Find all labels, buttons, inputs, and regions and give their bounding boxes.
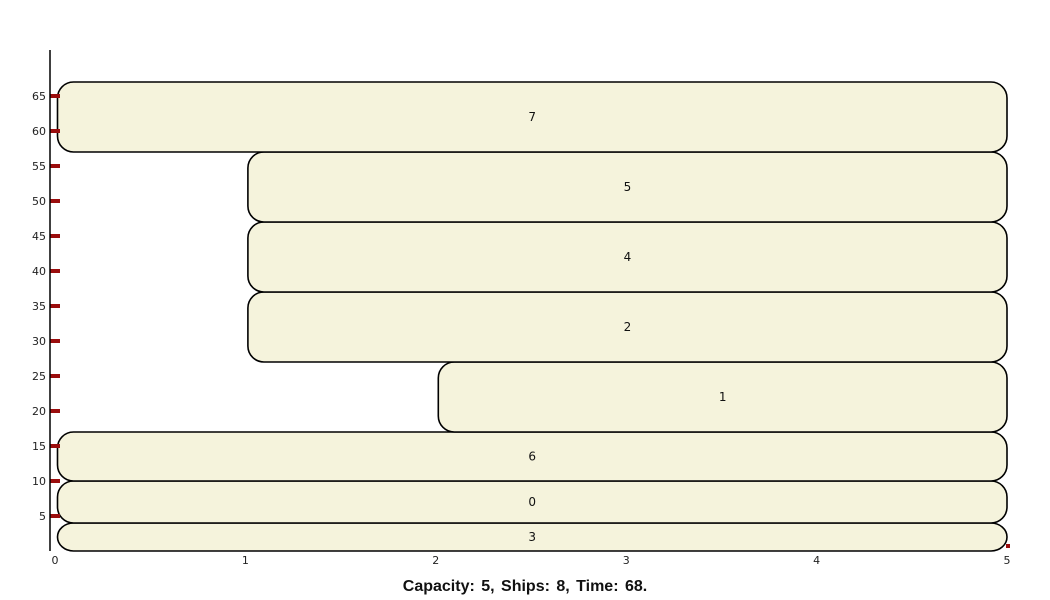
x-tick-label: 4 — [813, 554, 820, 567]
y-tick-mark — [50, 269, 60, 273]
y-tick-label: 40 — [32, 265, 46, 278]
ship-label: 2 — [624, 320, 632, 334]
y-tick-mark — [50, 234, 60, 238]
ship-bar-3: 3 — [56, 522, 1008, 552]
ship-rect — [56, 81, 1008, 153]
y-tick-label: 60 — [32, 125, 46, 138]
y-tick-mark — [50, 164, 60, 168]
y-tick-label: 35 — [32, 300, 46, 313]
y-tick-label: 65 — [32, 90, 46, 103]
x-tick-mark — [53, 544, 57, 548]
ship-bar-4: 4 — [247, 221, 1008, 293]
y-tick-label: 25 — [32, 370, 46, 383]
y-tick-mark — [50, 199, 60, 203]
y-tick-mark — [50, 304, 60, 308]
ship-label: 1 — [719, 390, 727, 404]
y-tick-mark — [50, 94, 60, 98]
ship-label: 0 — [528, 495, 536, 509]
y-axis-ticks: 5 10 15 20 25 30 35 40 45 50 55 60 65 — [32, 90, 60, 523]
ship-bar-6: 6 — [56, 431, 1008, 482]
y-tick-mark — [50, 444, 60, 448]
y-tick-label: 45 — [32, 230, 46, 243]
ship-label: 5 — [624, 180, 632, 194]
x-axis-ticks: 0 1 2 3 4 5 — [52, 544, 1011, 567]
y-tick-label: 15 — [32, 440, 46, 453]
y-tick-label: 5 — [39, 510, 46, 523]
x-tick-label: 5 — [1004, 554, 1011, 567]
ship-bar-0: 0 — [56, 480, 1008, 524]
ship-bar-1: 1 — [437, 361, 1008, 433]
y-tick-label: 10 — [32, 475, 46, 488]
y-tick-mark — [50, 514, 60, 518]
x-tick-mark — [1006, 544, 1010, 548]
x-tick-label: 0 — [52, 554, 59, 567]
y-tick-mark — [50, 374, 60, 378]
ship-label: 6 — [528, 450, 536, 464]
y-tick-label: 20 — [32, 405, 46, 418]
ship-bar-2: 2 — [247, 291, 1008, 363]
x-tick-label: 1 — [242, 554, 249, 567]
ship-bar-7: 7 — [56, 81, 1008, 153]
chart-caption: Capacity: 5, Ships: 8, Time: 68. — [402, 578, 648, 595]
x-tick-label: 2 — [432, 554, 439, 567]
y-tick-mark — [50, 409, 60, 413]
y-tick-mark — [50, 339, 60, 343]
ship-label: 4 — [624, 250, 632, 264]
ship-label: 3 — [528, 530, 536, 544]
ship-bar-5: 5 — [247, 151, 1008, 223]
y-tick-label: 30 — [32, 335, 46, 348]
ship-label: 7 — [528, 110, 536, 124]
y-tick-mark — [50, 129, 60, 133]
y-tick-label: 50 — [32, 195, 46, 208]
y-tick-label: 55 — [32, 160, 46, 173]
x-tick-label: 3 — [623, 554, 630, 567]
y-tick-mark — [50, 479, 60, 483]
